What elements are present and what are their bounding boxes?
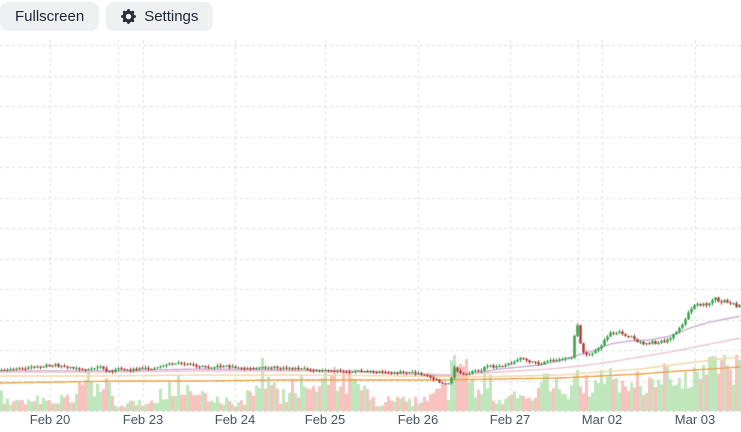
settings-button[interactable]: Settings [106, 2, 214, 31]
toolbar: Fullscreen Settings [0, 2, 214, 31]
settings-button-label: Settings [144, 8, 199, 25]
gear-icon [121, 9, 137, 24]
fullscreen-button[interactable]: Fullscreen [0, 2, 100, 31]
